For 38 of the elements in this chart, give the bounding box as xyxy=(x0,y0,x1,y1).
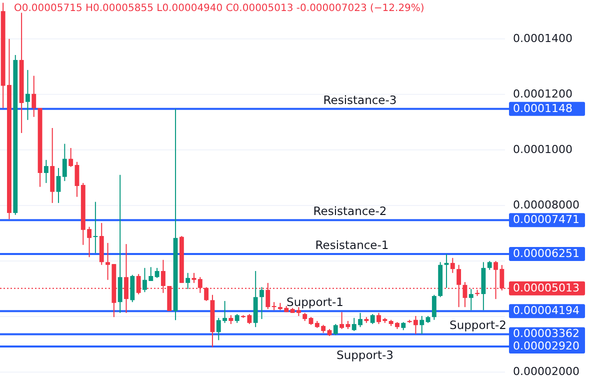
candlestick xyxy=(154,267,160,278)
annotation: Support-3 xyxy=(336,348,394,362)
candlestick xyxy=(93,201,98,254)
candlestick xyxy=(68,147,74,168)
ref-line-label: 0.0001148 xyxy=(513,102,572,115)
candlestick xyxy=(370,314,375,325)
y-tick-label: 0.0001000 xyxy=(513,142,572,156)
candlestick xyxy=(192,272,196,284)
candlestick xyxy=(420,315,424,335)
y-tick-label: 0.0001200 xyxy=(513,87,572,100)
candlestick xyxy=(32,75,36,118)
candlestick xyxy=(74,161,80,198)
annotation: O0.00005715 H0.00005855 L0.00004940 C0.00005013 -0.000007023 (−12.29%) xyxy=(14,3,424,14)
candlestick xyxy=(62,143,67,182)
candlestick xyxy=(44,159,48,184)
candlestick xyxy=(25,69,30,120)
candlestick xyxy=(450,257,455,274)
annotation: Support-2 xyxy=(450,318,506,332)
annotation: Resistance-1 xyxy=(315,238,389,252)
candlestick xyxy=(56,167,61,204)
annotation: Resistance-3 xyxy=(323,92,397,107)
ref-line-label: 0.00006251 xyxy=(513,247,580,260)
annotation: Resistance-2 xyxy=(313,204,387,218)
candlestick xyxy=(432,294,436,320)
y-tick-label: 0.0001400 xyxy=(513,32,572,45)
candlestick xyxy=(260,286,264,320)
annotation: Support-1 xyxy=(286,295,344,310)
ref-line-label: 0.00003362 xyxy=(513,327,580,340)
candlestick xyxy=(444,254,449,288)
ref-line-label: 0.00002920 xyxy=(513,340,580,353)
candlestick xyxy=(186,272,190,290)
candlestick xyxy=(333,324,338,336)
y-tick-label: 0.00008000 xyxy=(513,198,580,212)
y-tick-label: 0.00002000 xyxy=(513,365,580,378)
ref-line-label: 0.00005013 xyxy=(513,281,580,294)
ref-line-label: 0.00004194 xyxy=(513,304,580,318)
candlestick xyxy=(468,288,474,311)
ref-line-label: 0.00007471 xyxy=(513,213,580,226)
